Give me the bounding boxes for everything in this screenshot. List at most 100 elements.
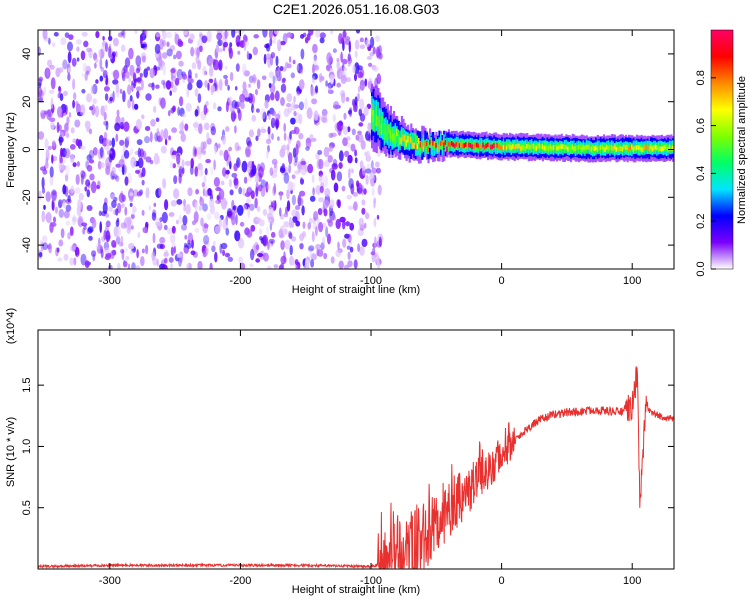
noise-cell	[231, 199, 235, 210]
noise-cell	[351, 169, 354, 174]
noise-cell	[228, 146, 233, 152]
noise-cell	[283, 122, 287, 133]
noise-cell	[79, 104, 86, 116]
noise-cell	[262, 111, 267, 123]
noise-cell	[286, 32, 293, 38]
noise-cell	[76, 46, 80, 52]
signal-band-cell	[374, 111, 377, 123]
noise-cell	[58, 239, 64, 247]
noise-cell	[250, 224, 256, 232]
signal-band-cell	[444, 140, 447, 145]
signal-band-cell	[590, 146, 593, 152]
noise-cell	[184, 234, 188, 240]
signal-band-cell	[505, 145, 508, 151]
noise-cell	[190, 78, 194, 83]
noise-cell	[366, 150, 371, 163]
noise-cell	[319, 37, 325, 44]
colorbar: 0.0 0.2 0.4 0.6 0.8 Normalized spectral ampl…	[695, 29, 748, 277]
noise-cell	[155, 84, 160, 89]
noise-cell	[288, 232, 293, 240]
signal-band-cell	[565, 144, 568, 150]
signal-band-cell	[422, 146, 425, 152]
noise-cell	[193, 120, 199, 132]
noise-cell	[282, 77, 286, 83]
noise-cell	[248, 83, 251, 88]
noise-cell	[357, 71, 364, 79]
noise-cell	[133, 78, 138, 83]
signal-band-cell	[568, 145, 571, 151]
noise-cell	[262, 185, 266, 197]
noise-cell	[68, 34, 74, 40]
noise-cell	[128, 195, 134, 202]
noise-cell	[105, 74, 109, 86]
noise-cell	[234, 125, 237, 134]
noise-cell	[94, 62, 97, 69]
signal-band-cell	[587, 144, 590, 150]
signal-band-cell	[382, 120, 385, 131]
noise-cell	[65, 220, 71, 226]
noise-cell	[318, 158, 324, 170]
noise-cell	[64, 148, 71, 159]
noise-cell	[309, 250, 313, 259]
signal-band-cell	[571, 145, 574, 154]
noise-cell	[67, 195, 71, 203]
x-tick-label: -100	[360, 275, 382, 287]
noise-cell	[136, 139, 143, 146]
noise-cell	[102, 151, 106, 162]
noise-cell	[63, 253, 69, 261]
signal-band-cell	[527, 144, 530, 150]
noise-cell	[307, 163, 314, 174]
noise-cell	[203, 150, 206, 155]
signal-band-cell	[496, 142, 499, 148]
noise-cell	[323, 208, 328, 217]
noise-cell	[59, 93, 64, 102]
noise-cell	[228, 96, 233, 103]
signal-band-cell	[427, 146, 430, 153]
noise-cell	[335, 218, 341, 230]
noise-cell	[275, 113, 281, 121]
noise-cell	[135, 169, 140, 174]
signal-band-cell	[656, 145, 659, 151]
colorbar-tick-label: 0.2	[695, 214, 707, 229]
noise-cell	[270, 52, 276, 59]
noise-cell	[345, 96, 350, 102]
signal-band-cell	[585, 144, 588, 150]
noise-cell	[274, 70, 280, 82]
noise-cell	[204, 185, 208, 194]
noise-cell	[165, 31, 173, 39]
noise-cell	[378, 236, 382, 247]
noise-cell	[290, 117, 296, 125]
noise-cell	[43, 86, 47, 96]
noise-cell	[327, 219, 333, 227]
noise-cell	[336, 67, 343, 80]
noise-cell	[319, 174, 325, 184]
signal-band-cell	[566, 146, 570, 152]
noise-cell	[154, 132, 158, 142]
noise-cell	[141, 248, 145, 254]
noise-cell	[131, 99, 135, 111]
noise-cell	[336, 57, 340, 62]
noise-cell	[280, 240, 285, 251]
x-tick-label: -100	[360, 575, 382, 587]
noise-cell	[243, 176, 248, 184]
signal-band-cell	[493, 143, 496, 148]
noise-cell	[256, 206, 261, 213]
noise-cell	[75, 100, 79, 107]
signal-band-cell	[460, 142, 463, 147]
noise-cell	[178, 214, 183, 224]
noise-cell	[203, 104, 208, 116]
noise-cell	[257, 184, 263, 192]
noise-cell	[280, 255, 287, 265]
noise-cell	[259, 228, 263, 235]
signal-band-cell	[620, 146, 623, 151]
noise-cell	[224, 252, 231, 258]
noise-cell	[323, 252, 328, 260]
noise-cell	[58, 67, 64, 73]
noise-cell	[257, 252, 264, 258]
noise-cell	[194, 148, 198, 157]
x-tick-label: 0	[499, 575, 505, 587]
noise-cell	[218, 217, 222, 228]
noise-cell	[246, 50, 250, 61]
signal-band-cell	[375, 115, 378, 127]
noise-cell	[218, 78, 223, 91]
